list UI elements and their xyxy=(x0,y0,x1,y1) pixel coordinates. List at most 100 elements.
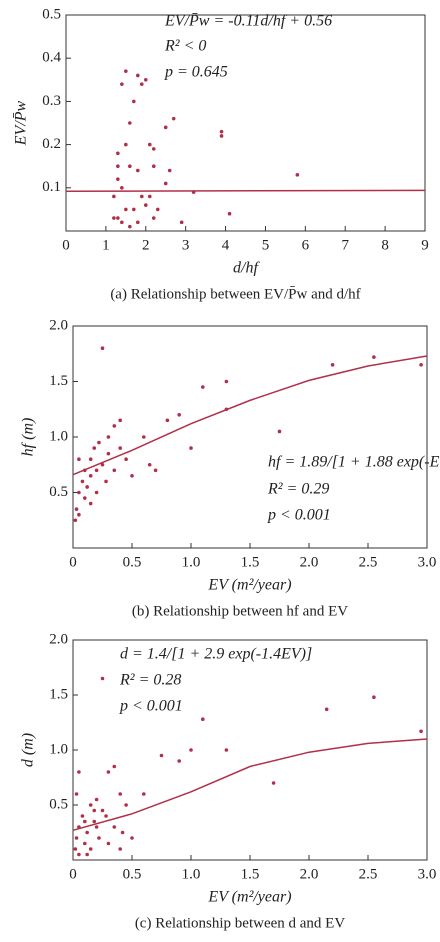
annotation: EV/P̄w = -0.11d/hf + 0.56 xyxy=(164,13,332,30)
data-point xyxy=(94,797,99,802)
annotation: p < 0.001 xyxy=(119,698,183,715)
plot-frame xyxy=(65,14,426,232)
data-point xyxy=(94,468,99,473)
x-tick-label: 3.0 xyxy=(418,554,437,570)
data-point xyxy=(74,836,79,840)
data-point xyxy=(128,121,132,125)
x-tick-label: 0.5 xyxy=(123,866,142,882)
data-point xyxy=(419,363,423,367)
data-point xyxy=(88,501,93,506)
data-point xyxy=(94,490,99,495)
annotation: R² = 0.28 xyxy=(119,672,181,689)
x-tick-label: 2.5 xyxy=(359,554,378,570)
y-axis-label: hf (m) xyxy=(20,418,37,457)
data-point xyxy=(83,819,87,824)
x-tick-label: 0 xyxy=(69,866,77,882)
data-point xyxy=(151,216,156,220)
data-point xyxy=(147,462,152,467)
data-point xyxy=(124,142,128,147)
data-point xyxy=(94,825,99,829)
x-tick-label: 1.0 xyxy=(182,554,201,570)
data-point xyxy=(112,216,116,220)
x-tick-label: 5 xyxy=(262,237,270,253)
data-point xyxy=(372,695,376,699)
x-tick-label: 1.5 xyxy=(241,554,260,570)
y-tick-label: 0.4 xyxy=(42,50,61,66)
data-point xyxy=(177,413,181,417)
x-tick-label: 6 xyxy=(302,237,310,253)
annotation: p < 0.001 xyxy=(267,507,331,524)
data-point xyxy=(106,451,111,456)
data-point xyxy=(112,825,117,829)
x-tick-label: 2.5 xyxy=(359,866,378,882)
data-point xyxy=(372,355,376,359)
data-point xyxy=(167,168,172,173)
caption: (a) Relationship between EV/P̄w and d/hf xyxy=(110,286,360,302)
data-point xyxy=(295,173,300,177)
data-point xyxy=(189,446,193,450)
data-point xyxy=(136,220,140,225)
x-axis-label: EV (m²/year) xyxy=(207,577,291,594)
data-point xyxy=(139,82,144,86)
y-tick-label: 2.0 xyxy=(49,317,68,333)
x-tick-label: 9 xyxy=(421,237,429,253)
data-point xyxy=(83,841,87,846)
y-axis-label: d (m) xyxy=(20,733,37,767)
plot-frame xyxy=(72,325,428,549)
data-point xyxy=(118,418,122,423)
data-point xyxy=(219,134,224,138)
annotation: R² = 0.29 xyxy=(267,481,329,498)
fit-line xyxy=(72,355,428,476)
data-point xyxy=(179,220,184,225)
data-point xyxy=(147,194,152,199)
data-point xyxy=(100,676,105,681)
y-tick-label: 1.5 xyxy=(49,686,68,702)
x-tick-label: 0 xyxy=(62,237,70,253)
data-point xyxy=(85,852,89,857)
data-point xyxy=(165,418,170,423)
y-tick-label: 0.5 xyxy=(49,484,68,500)
data-point xyxy=(112,764,117,769)
annotation: R² < 0 xyxy=(164,38,206,55)
y-tick-label: 2.0 xyxy=(49,631,68,647)
data-point xyxy=(73,847,78,851)
data-point xyxy=(124,207,128,212)
data-point xyxy=(104,814,108,818)
x-tick-label: 1 xyxy=(102,237,110,253)
data-point xyxy=(118,847,122,851)
data-point xyxy=(112,194,116,199)
y-tick-label: 1.0 xyxy=(49,741,68,757)
data-point xyxy=(163,181,168,186)
fit-line xyxy=(72,738,428,832)
x-tick-label: 0 xyxy=(69,554,77,570)
y-tick-label: 0.1 xyxy=(42,179,61,195)
data-point xyxy=(142,435,146,439)
data-point xyxy=(100,462,105,467)
data-point xyxy=(77,457,81,462)
data-point xyxy=(85,485,89,489)
y-tick-label: 0.5 xyxy=(42,6,61,22)
x-tick-label: 2.0 xyxy=(300,866,319,882)
x-tick-label: 1.0 xyxy=(182,866,201,882)
data-point xyxy=(201,717,205,721)
caption: (c) Relationship between d and EV xyxy=(135,915,346,931)
data-point xyxy=(139,194,144,199)
y-tick-label: 1.5 xyxy=(49,373,68,389)
data-point xyxy=(219,129,224,134)
data-point xyxy=(330,363,335,367)
data-point xyxy=(189,748,193,752)
data-point xyxy=(151,164,156,168)
data-point xyxy=(177,759,181,763)
data-point xyxy=(97,440,101,445)
data-point xyxy=(124,803,128,807)
data-point xyxy=(201,385,205,389)
data-point xyxy=(224,748,229,752)
data-point xyxy=(142,792,146,796)
data-point xyxy=(124,69,128,73)
data-point xyxy=(88,474,93,478)
data-point xyxy=(85,830,89,835)
data-point xyxy=(80,479,85,484)
data-point xyxy=(120,830,125,835)
data-point xyxy=(74,792,79,796)
data-point xyxy=(120,220,124,225)
